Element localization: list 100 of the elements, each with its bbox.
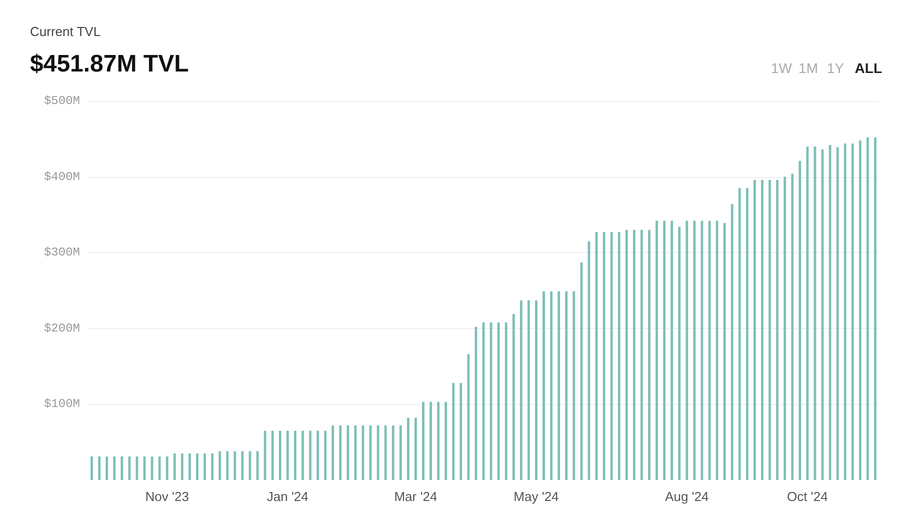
y-tick-label: $500M (44, 94, 80, 108)
bar (158, 456, 161, 480)
bar (723, 223, 726, 480)
bar (286, 430, 289, 480)
bar (234, 451, 236, 480)
bar (98, 456, 100, 480)
bar (580, 262, 583, 480)
bar (211, 453, 214, 480)
x-tick-label: Oct '24 (787, 489, 828, 504)
bar (572, 291, 576, 480)
bar (565, 291, 568, 480)
bar (784, 176, 786, 480)
chart-subtitle: Current TVL (30, 24, 101, 39)
bar (528, 300, 530, 480)
y-tick-label: $400M (44, 170, 80, 184)
chart-title: $451.87M TVL (30, 50, 189, 78)
bar (399, 425, 402, 480)
bar (542, 291, 545, 480)
bar (241, 451, 244, 480)
bar (504, 322, 508, 480)
bar (791, 174, 794, 480)
bar (858, 140, 862, 480)
bar (776, 180, 778, 480)
y-tick-label: $100M (44, 397, 80, 412)
bar (798, 160, 802, 480)
bar (354, 425, 357, 480)
bar (294, 430, 296, 480)
bar (693, 220, 696, 480)
bar (406, 418, 410, 480)
text: 1Y (826, 60, 845, 76)
bar (656, 220, 658, 480)
bar (512, 314, 515, 480)
x-tick-label: May '24 (514, 489, 559, 504)
bar (226, 451, 229, 480)
bar (392, 425, 394, 480)
bar (278, 430, 282, 480)
bar (422, 402, 424, 480)
bar (384, 425, 387, 480)
y-tick-label: $200M (44, 321, 80, 336)
bar (866, 137, 869, 480)
text: ALL (854, 60, 882, 76)
bar (196, 453, 198, 480)
bar (188, 453, 191, 480)
bar (204, 453, 206, 480)
bar (625, 230, 628, 480)
x-tick-label: Jan '24 (266, 489, 308, 504)
bar (414, 418, 417, 480)
bar (316, 430, 319, 480)
bar (460, 382, 462, 480)
bar (120, 456, 124, 480)
bar (113, 456, 116, 480)
bar (180, 453, 184, 480)
bar (173, 453, 176, 480)
text: 1M (798, 60, 818, 76)
bar (437, 402, 440, 480)
bar (558, 291, 560, 480)
bar (806, 146, 809, 480)
bar (128, 456, 131, 480)
bar (738, 188, 741, 480)
bar (106, 456, 108, 480)
bar (452, 382, 455, 480)
bar (874, 137, 876, 480)
bar (430, 402, 432, 480)
bar (844, 143, 846, 480)
bar (851, 143, 854, 480)
y-tick-label: $300M (44, 246, 80, 260)
bar (346, 425, 350, 480)
bar (332, 425, 334, 480)
bar (761, 180, 764, 480)
bar (640, 230, 643, 480)
bar (768, 180, 771, 480)
bar (663, 220, 666, 480)
x-tick-label: Aug '24 (665, 489, 709, 504)
bar (618, 232, 620, 480)
text: 1W (771, 60, 793, 76)
bar (836, 147, 839, 480)
bar (218, 451, 222, 480)
bar (632, 230, 636, 480)
x-tick-label: Mar '24 (394, 489, 438, 504)
bar (520, 300, 522, 480)
bar (324, 430, 326, 480)
bar (271, 430, 274, 480)
bar (339, 425, 342, 480)
bar (550, 291, 552, 480)
bar (444, 402, 448, 480)
bar (754, 180, 756, 480)
bar (497, 322, 500, 480)
bar (648, 230, 650, 480)
bar (309, 430, 312, 480)
bar (746, 188, 748, 480)
x-tick-label: Nov '23 (145, 489, 189, 504)
bar (730, 204, 734, 480)
bar (166, 456, 168, 480)
bar (610, 232, 613, 480)
bar (686, 220, 688, 480)
bar (90, 456, 93, 480)
bar (678, 226, 681, 480)
bar (302, 430, 304, 480)
bar (467, 354, 470, 480)
bar (670, 220, 674, 480)
